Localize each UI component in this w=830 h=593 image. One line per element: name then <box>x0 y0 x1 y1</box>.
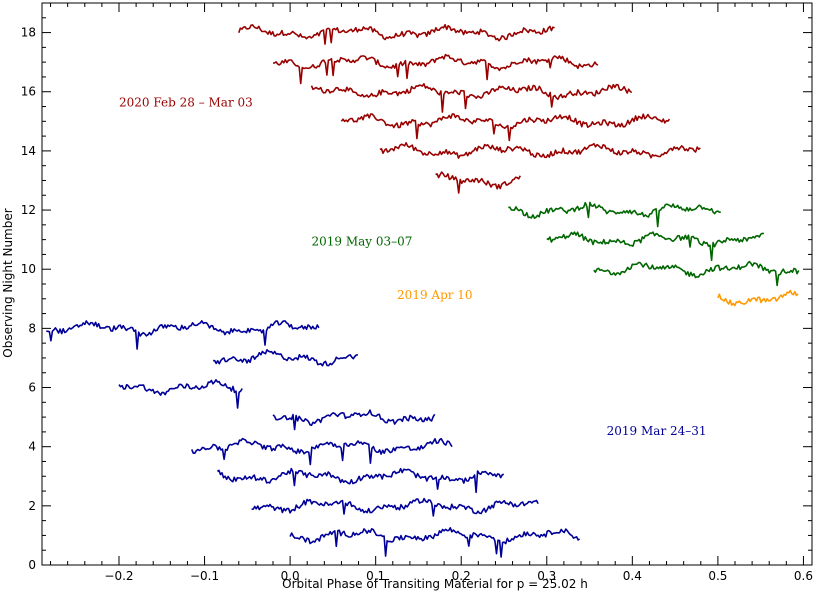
y-tick-label: 18 <box>21 26 36 40</box>
x-tick-label: −0.2 <box>104 569 133 583</box>
x-tick-label: 0.4 <box>623 569 642 583</box>
data-series <box>46 23 800 558</box>
night-light-curve <box>251 497 539 517</box>
y-tick-label: 4 <box>28 440 36 454</box>
series-annotation: 2019 Apr 10 <box>397 288 473 302</box>
y-tick-label: 12 <box>21 203 36 217</box>
night-light-curve <box>273 53 599 85</box>
series-group <box>717 289 799 307</box>
night-light-curve <box>46 320 320 350</box>
series-group <box>46 320 581 558</box>
night-light-curve <box>272 409 436 431</box>
y-axis-label: Observing Night Number <box>1 208 15 357</box>
night-light-curve <box>289 526 581 558</box>
y-tick-label: 16 <box>21 85 36 99</box>
x-tick-label: 0.6 <box>794 569 813 583</box>
night-light-curve <box>340 113 671 142</box>
night-light-curve <box>593 260 800 287</box>
series-group <box>508 201 800 287</box>
night-light-curve <box>190 437 453 466</box>
night-light-curve <box>118 378 243 409</box>
series-annotation: 2020 Feb 28 – Mar 03 <box>119 96 253 110</box>
night-light-curve <box>508 201 721 228</box>
x-tick-label: 0.3 <box>537 569 556 583</box>
y-tick-label: 14 <box>21 144 36 158</box>
y-tick-label: 10 <box>21 262 36 276</box>
x-tick-label: 0.1 <box>366 569 385 583</box>
annotations: 2020 Feb 28 – Mar 03 2019 May 03–07 2019 A… <box>119 96 707 438</box>
night-light-curve <box>717 289 799 307</box>
night-light-curve <box>310 83 633 113</box>
night-light-curve <box>238 23 555 45</box>
night-light-curve <box>216 467 505 494</box>
night-light-curve <box>379 142 701 159</box>
night-light-curve <box>435 171 522 194</box>
x-tick-label: 0.5 <box>708 569 727 583</box>
x-tick-label: 0.0 <box>281 569 300 583</box>
night-light-curve <box>546 231 764 262</box>
x-axis-label: Orbital Phase of Transiting Material for… <box>282 577 588 591</box>
y-tick-label: 6 <box>28 381 36 395</box>
y-tick-label: 8 <box>28 321 36 335</box>
night-light-curve <box>213 348 358 367</box>
series-group <box>238 23 701 194</box>
y-tick-label: 0 <box>28 558 36 572</box>
series-annotation: 2019 Mar 24–31 <box>607 424 707 438</box>
series-annotation: 2019 May 03–07 <box>312 235 413 249</box>
x-tick-label: 0.2 <box>452 569 471 583</box>
y-tick-label: 2 <box>28 499 36 513</box>
x-tick-label: −0.1 <box>190 569 219 583</box>
axes: −0.2 −0.1 0.0 0.1 0.2 0.3 0.4 0.5 0.6 0 2 4 6 8 10 12 14… <box>21 2 813 583</box>
